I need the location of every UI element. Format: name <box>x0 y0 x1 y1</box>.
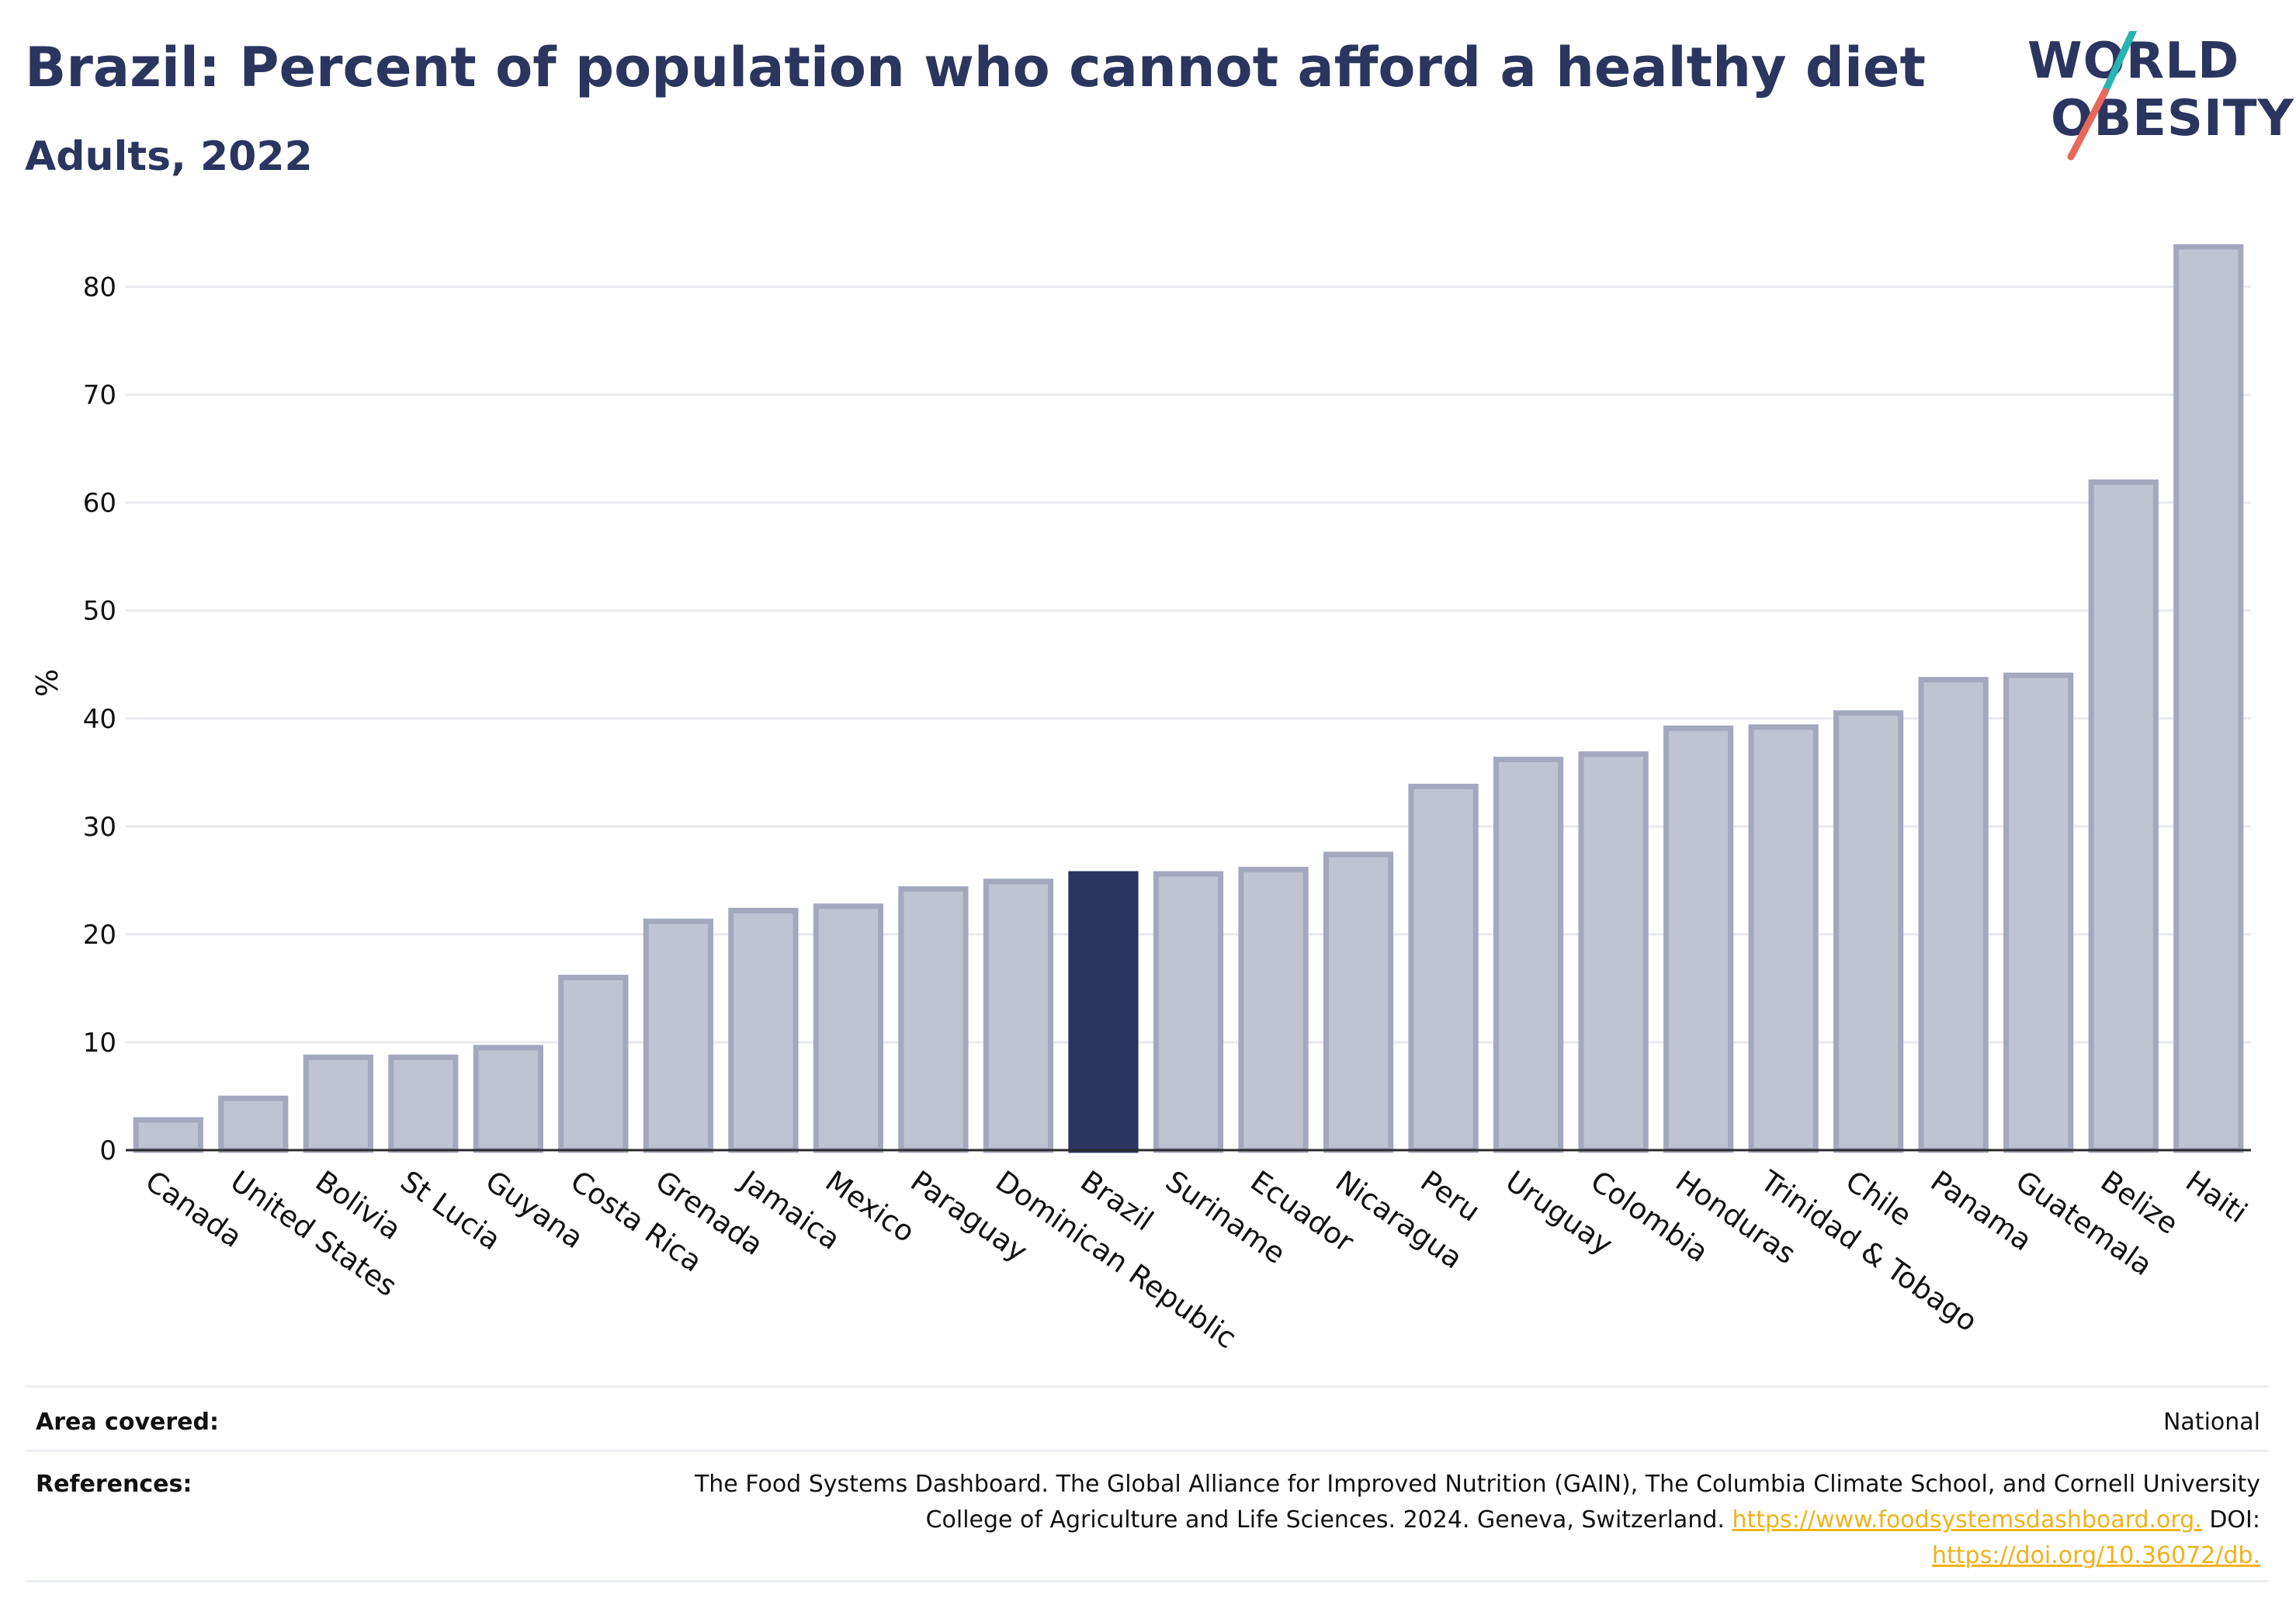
y-tick-label: 10 <box>83 1028 116 1059</box>
dashboard-link[interactable]: https://www.foodsystemsdashboard.org. <box>1732 1506 2202 1534</box>
bar <box>898 886 969 1153</box>
bar <box>1918 677 1989 1153</box>
page-subtitle: Adults, 2022 <box>25 133 313 180</box>
bar <box>218 1095 289 1153</box>
bar <box>303 1054 373 1153</box>
footer-divider <box>25 1580 2268 1582</box>
bar <box>1493 757 1564 1153</box>
bar <box>1748 724 1819 1153</box>
bar <box>558 975 629 1153</box>
y-tick-label: 70 <box>83 380 116 411</box>
x-tick-label: Haiti <box>2180 1164 2253 1229</box>
logo-slash-icon <box>2067 31 2138 161</box>
y-tick-label: 40 <box>83 704 116 735</box>
y-tick-label: 0 <box>99 1135 116 1166</box>
area-covered-label: Area covered: <box>36 1409 219 1436</box>
footer-divider <box>25 1450 2268 1452</box>
bar <box>2088 479 2159 1153</box>
y-tick-label: 30 <box>83 812 116 843</box>
references-label: References: <box>36 1471 192 1498</box>
bar <box>643 918 713 1153</box>
logo-line-1: WORLD <box>2027 33 2240 90</box>
doi-label: DOI: <box>2209 1506 2260 1534</box>
bar <box>1238 866 1309 1153</box>
bar <box>1068 871 1139 1153</box>
bar <box>388 1054 459 1153</box>
doi-link[interactable]: https://doi.org/10.36072/db. <box>1932 1542 2260 1569</box>
y-tick-label: 50 <box>83 596 116 627</box>
y-tick-label: 60 <box>83 488 116 519</box>
bar <box>813 903 884 1153</box>
bar <box>1408 783 1479 1153</box>
footer-divider <box>25 1385 2268 1388</box>
bar <box>2173 244 2244 1153</box>
references-text: The Food Systems Dashboard. The Global A… <box>630 1467 2260 1574</box>
y-tick-label: 80 <box>83 272 116 303</box>
bar <box>1833 710 1904 1153</box>
y-axis-label: % <box>30 669 64 697</box>
x-tick-label: Canada <box>140 1164 248 1254</box>
bar <box>983 879 1054 1153</box>
page-title: Brazil: Percent of population who cannot… <box>25 36 1926 99</box>
y-tick-label: 20 <box>83 920 116 951</box>
references-body: The Food Systems Dashboard. The Global A… <box>694 1471 2260 1534</box>
bar <box>133 1117 203 1153</box>
bar <box>1578 751 1649 1153</box>
bar <box>1323 851 1394 1153</box>
bar <box>1153 871 1224 1153</box>
bar <box>2003 672 2074 1153</box>
bar <box>473 1045 543 1153</box>
world-obesity-logo: WORLD OBESITY <box>2018 31 2294 171</box>
bar <box>1663 725 1734 1153</box>
area-covered-value: National <box>2162 1409 2260 1436</box>
bar <box>728 907 799 1153</box>
